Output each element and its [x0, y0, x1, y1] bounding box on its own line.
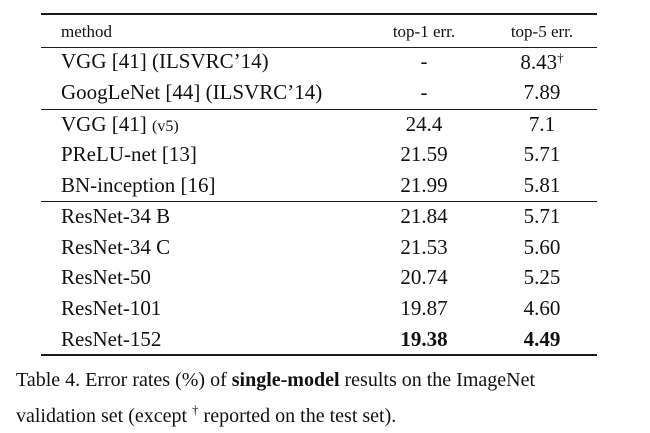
table-row-method: BN-inception [16] — [61, 173, 216, 197]
caption-label: Table 4. Error rates (%) of — [16, 369, 232, 391]
table-row-method: PReLU-net [13] — [61, 142, 197, 166]
table-row-method: ResNet-34 C — [61, 235, 171, 259]
dagger-mark: † — [557, 50, 564, 65]
header-top1: top-1 err. — [392, 22, 456, 41]
table-row-top5: 5.25 — [523, 265, 561, 289]
table-row-top1: 21.99 — [400, 173, 448, 197]
table-row-top5: 5.81 — [523, 173, 561, 197]
results-table: method top-1 err. top-5 err. VGG [41] (I… — [41, 13, 597, 356]
table-caption: Table 4. Error rates (%) of single-model… — [16, 366, 641, 431]
table-row-top5: 5.71 — [523, 204, 561, 228]
table-row-top5: 7.1 — [528, 112, 556, 136]
header-top5: top-5 err. — [510, 22, 574, 41]
table-row-method: ResNet-50 — [61, 265, 151, 289]
table-row-method: ResNet-101 — [61, 296, 162, 320]
table-bottom-rule — [41, 354, 597, 356]
table-row-method: VGG [41] (v5) — [61, 114, 179, 135]
table-row-top5-best: 4.49 — [523, 327, 561, 351]
group-rule-2 — [41, 201, 597, 202]
table-row-top5: 5.71 — [523, 142, 561, 166]
header-rule — [41, 47, 597, 48]
group-rule-1 — [41, 109, 597, 110]
top5-value: 8.43 — [520, 50, 558, 74]
table-row-method: ResNet-152 — [61, 327, 162, 351]
table-row-top1: 21.84 — [400, 204, 448, 228]
table-row-top5: 7.89 — [523, 80, 561, 104]
table-row-method: ResNet-34 B — [61, 204, 171, 228]
caption-bold: single-model — [231, 369, 340, 391]
table-row-top1: 19.87 — [400, 296, 448, 320]
header-method: method — [61, 22, 112, 41]
table-row-top1: 24.4 — [405, 112, 443, 136]
caption-line2-end: reported on the test set). — [198, 405, 397, 427]
table-row-top1: - — [420, 49, 428, 73]
table-row-top1: 21.59 — [400, 142, 448, 166]
table-row-top1: - — [420, 80, 428, 104]
table-row-top1: 20.74 — [400, 265, 448, 289]
caption-rest-line1: results on the ImageNet — [339, 369, 536, 391]
table-row-top1: 21.53 — [400, 235, 448, 259]
table-row-top5: 8.43† — [487, 51, 597, 73]
method-suffix: (v5) — [151, 118, 179, 135]
table-row-method: VGG [41] (ILSVRC’14) — [61, 49, 269, 73]
table-row-method: GoogLeNet [44] (ILSVRC’14) — [61, 80, 323, 104]
table-top-rule — [41, 13, 597, 15]
method-name: VGG [41] — [61, 112, 152, 136]
caption-dagger: † — [192, 402, 199, 417]
table-row-top5: 4.60 — [523, 296, 561, 320]
table-row-top1-best: 19.38 — [400, 327, 448, 351]
table-row-top5: 5.60 — [523, 235, 561, 259]
caption-line2-start: validation set (except — [16, 405, 193, 427]
